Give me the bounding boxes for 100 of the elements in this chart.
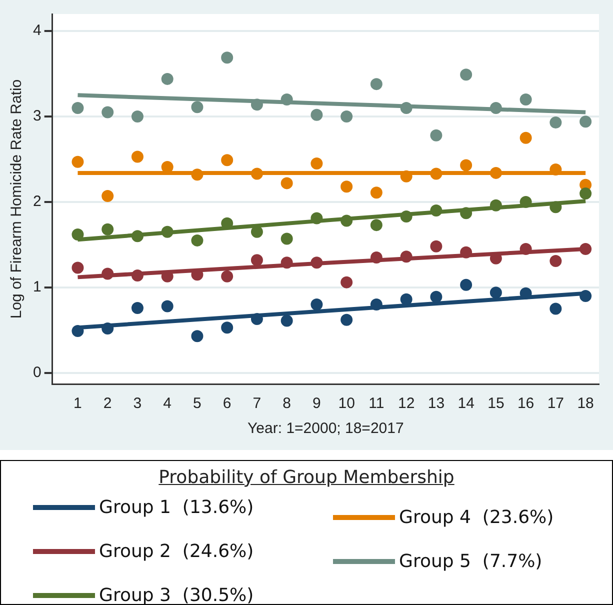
point	[310, 212, 323, 224]
point	[250, 254, 263, 266]
point	[280, 177, 293, 190]
point	[191, 330, 204, 342]
x-tick-label: 1	[74, 395, 82, 412]
point	[400, 293, 412, 306]
point	[102, 223, 114, 236]
y-tick-label: 3	[33, 108, 42, 125]
point	[370, 298, 382, 311]
y-axis-title: Log of Firearm Homicide Rate Ratio	[8, 79, 26, 319]
point	[490, 166, 502, 179]
point	[400, 210, 412, 223]
x-tick-label: 5	[193, 395, 202, 412]
x-tick-label: 18	[577, 395, 594, 412]
point	[580, 242, 592, 255]
point	[370, 78, 382, 90]
point	[460, 278, 472, 291]
point	[191, 101, 204, 114]
x-tick-label: 17	[547, 395, 564, 412]
point	[310, 298, 323, 311]
point	[161, 300, 174, 312]
x-tick-label: 8	[282, 395, 292, 412]
point	[280, 314, 293, 327]
y-tick-label: 4	[33, 22, 42, 40]
point	[370, 186, 382, 199]
point	[430, 204, 442, 217]
point	[310, 256, 323, 269]
x-tick-label: 7	[252, 395, 262, 412]
point	[280, 256, 293, 269]
point	[280, 93, 293, 106]
point	[430, 290, 442, 303]
y-tick-label: 2	[33, 193, 42, 210]
point	[250, 98, 263, 111]
point	[580, 290, 592, 302]
y-tick-label: 0	[33, 364, 42, 382]
point	[430, 240, 442, 252]
point	[400, 102, 412, 114]
point	[221, 322, 234, 334]
point	[520, 93, 532, 106]
point	[131, 110, 144, 123]
point	[490, 286, 502, 299]
point	[191, 168, 204, 181]
point	[550, 302, 562, 315]
legend-label: Group 4 (23.6%)	[399, 506, 554, 528]
point	[250, 168, 263, 180]
x-tick-label: 9	[312, 395, 321, 412]
point	[191, 234, 204, 246]
point	[340, 314, 353, 326]
point	[102, 190, 114, 202]
point	[430, 129, 442, 142]
point	[520, 242, 532, 255]
point	[490, 199, 502, 212]
point	[221, 154, 234, 166]
x-tick-label: 3	[133, 395, 142, 412]
point	[370, 252, 382, 264]
x-tick-label: 10	[338, 395, 355, 412]
point	[131, 269, 144, 282]
point	[72, 325, 84, 338]
x-tick-label: 14	[458, 395, 474, 412]
point	[131, 302, 144, 314]
point	[340, 180, 353, 193]
point	[460, 68, 472, 81]
point	[520, 132, 532, 144]
point	[250, 226, 263, 238]
point	[72, 262, 84, 274]
x-axis-title: Year: 1=2000; 18=2017	[248, 420, 404, 438]
point	[102, 322, 114, 334]
x-tick-label: 15	[488, 395, 504, 412]
point	[102, 268, 114, 280]
point	[72, 228, 84, 240]
y-tick-label: 1	[33, 278, 42, 296]
point	[310, 108, 323, 121]
point	[310, 158, 323, 170]
point	[161, 226, 174, 238]
legend-label: Group 5 (7.7%)	[399, 550, 542, 572]
point	[370, 219, 382, 232]
point	[550, 254, 562, 267]
point	[400, 250, 412, 263]
point	[550, 201, 562, 214]
x-tick-label: 12	[398, 395, 415, 412]
point	[490, 102, 502, 114]
point	[460, 246, 472, 258]
point	[340, 110, 353, 123]
point	[221, 270, 234, 282]
point	[280, 232, 293, 245]
x-tick-label: 2	[103, 395, 112, 412]
legend-title: Probability of Group Membership	[158, 467, 456, 488]
point	[221, 52, 234, 64]
point	[102, 106, 114, 118]
point	[580, 116, 592, 128]
point	[520, 287, 532, 300]
point	[250, 313, 263, 326]
point	[550, 116, 562, 129]
point	[430, 168, 442, 180]
point	[520, 196, 532, 208]
legend-label: Group 1 (13.6%)	[99, 496, 254, 518]
legend-label: Group 2 (24.6%)	[99, 540, 254, 562]
point	[580, 187, 592, 200]
point	[340, 276, 353, 288]
legend-label: Group 3 (30.5%)	[99, 584, 254, 605]
